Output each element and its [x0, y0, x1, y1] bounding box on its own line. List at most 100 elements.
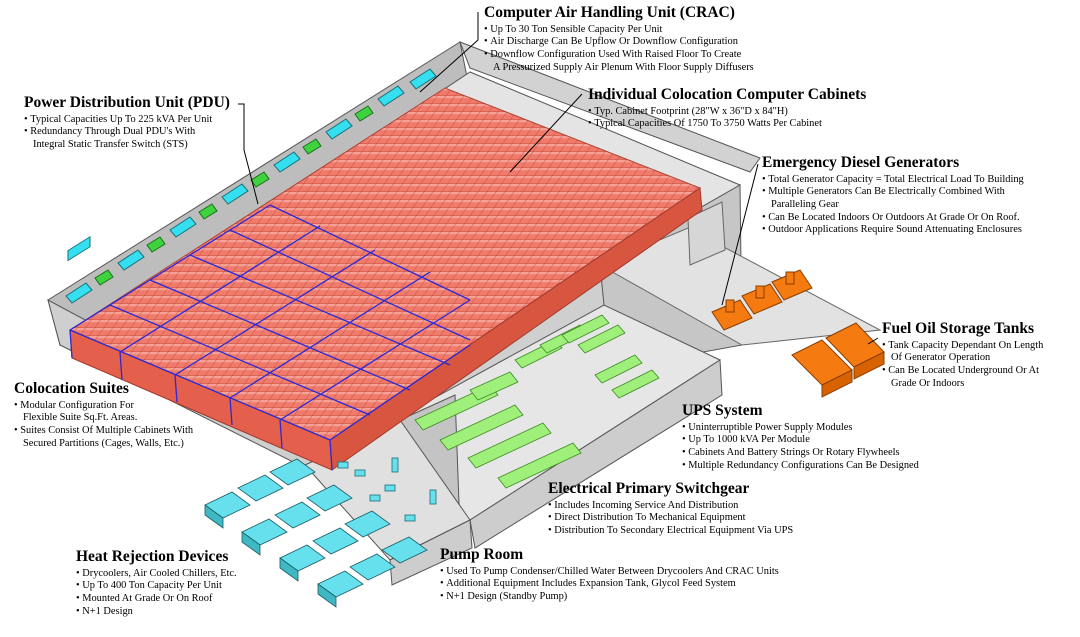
- electrical-room-front-wall: [469, 359, 723, 549]
- drycooler-side: [204, 504, 224, 529]
- pump: [384, 484, 396, 492]
- fuel-bullet-continued: Grade Or Indoors: [891, 377, 965, 389]
- ups-module: [594, 354, 643, 384]
- generators-bullet: Outdoor Applications Require Sound Atten…: [762, 224, 1024, 237]
- cabinets-callout: Individual Colocation Computer Cabinets …: [588, 86, 866, 131]
- suites-title: Colocation Suites: [14, 380, 129, 397]
- pdu-unit: [354, 105, 374, 122]
- ups-callout: UPS System Uninterruptible Power Supply …: [682, 402, 919, 472]
- suites-callout: Colocation Suites Modular Configuration …: [14, 380, 193, 450]
- crac-unit: [169, 216, 197, 238]
- diesel-generators: [711, 269, 813, 331]
- generators-bullet: Can Be Located Indoors Or Outdoors At Gr…: [762, 212, 1024, 225]
- switchgear-callout: Electrical Primary Switchgear Includes I…: [548, 480, 793, 538]
- generator-yard-wall: [687, 201, 726, 266]
- drycooler: [344, 510, 391, 538]
- crac-unit: [409, 68, 437, 90]
- crac-unit: [67, 235, 91, 262]
- ups-battery-string: [467, 422, 552, 469]
- generators-callout: Emergency Diesel Generators Total Genera…: [762, 154, 1024, 237]
- fuel-bullet-continued: Of Generator Operation: [891, 352, 991, 364]
- pdu-bullet: Typical Capacities Up To 225 kVA Per Uni…: [24, 114, 230, 127]
- generators-leader: [721, 163, 759, 306]
- pump-bullet: Used To Pump Condenser/Chilled Water Bet…: [440, 566, 779, 579]
- pump: [354, 469, 366, 477]
- pumps: [337, 457, 437, 522]
- fuel-oil-tanks: [791, 322, 885, 398]
- heat-bullet: N+1 Design: [76, 606, 237, 619]
- pdu-bullet-continued: Integral Static Transfer Switch (STS): [33, 139, 188, 150]
- pump-room-front-wall: [389, 519, 473, 586]
- drycooler: [349, 553, 396, 581]
- switchgear-title: Electrical Primary Switchgear: [548, 480, 750, 497]
- ups-module: [577, 324, 626, 354]
- pump-bullet: N+1 Design (Standby Pump): [440, 591, 779, 604]
- pdu-unit: [302, 138, 322, 155]
- heat-title: Heat Rejection Devices: [76, 548, 229, 565]
- expansion-tank: [391, 457, 399, 473]
- drycooler: [269, 458, 316, 486]
- cabinets-bullet: Typical Capacities Of 1750 To 3750 Watts…: [588, 118, 866, 131]
- colocation-suite-partitions: [69, 204, 471, 471]
- crac-unit: [273, 151, 301, 173]
- generator-stack: [785, 271, 795, 285]
- ups-bullet: Cabinets And Battery Strings Or Rotary F…: [682, 447, 919, 460]
- heat-bullet: Drycoolers, Air Cooled Chillers, Etc.: [76, 568, 236, 581]
- suites-bullet-continued: Secured Partitions (Cages, Walls, Etc.): [23, 437, 184, 449]
- generators-bullet: Total Generator Capacity = Total Electri…: [762, 174, 1023, 187]
- crac-leader: [419, 12, 479, 93]
- generators-bullet-line: Multiple Generators Can Be Electrically …: [768, 186, 1005, 198]
- ups-modules: [414, 314, 660, 489]
- crac-pdu-row: [65, 68, 437, 304]
- crac-title: Computer Air Handling Unit (CRAC): [484, 4, 735, 21]
- fuel-callout: Fuel Oil Storage Tanks Tank Capacity Dep…: [882, 320, 1043, 390]
- pdu-bullet-line: Redundancy Through Dual PDU's With: [30, 126, 196, 138]
- ups-module: [611, 369, 660, 399]
- crac-callout: Computer Air Handling Unit (CRAC) Up To …: [484, 4, 754, 74]
- ups-bullet: Uninterruptible Power Supply Modules: [682, 422, 919, 435]
- suites-bullet: Suites Consist Of Multiple Cabinets With…: [14, 425, 193, 450]
- pump: [404, 514, 416, 522]
- fuel-tank-side: [821, 369, 853, 398]
- pdu-leader: [238, 103, 259, 205]
- fuel-title: Fuel Oil Storage Tanks: [882, 320, 1035, 337]
- generators-title: Emergency Diesel Generators: [762, 154, 960, 171]
- suites-bullet-line: Suites Consist Of Multiple Cabinets With: [20, 425, 194, 436]
- drycooler-side: [279, 557, 299, 582]
- drycooler-side: [241, 531, 261, 556]
- crac-bullet: Air Discharge Can Be Upflow Or Downflow …: [484, 36, 754, 49]
- generator-stack: [755, 285, 765, 299]
- cabinets-bullet: Typ. Cabinet Footprint (28"W x 36"D x 84…: [588, 106, 866, 119]
- drycooler: [381, 536, 428, 564]
- switchgear-bullet: Distribution To Secondary Electrical Equ…: [548, 525, 793, 538]
- ups-bullet: Multiple Redundancy Configurations Can B…: [682, 460, 919, 473]
- cabinets-title: Individual Colocation Computer Cabinets: [588, 86, 867, 103]
- crac-bullet-line: Downflow Configuration Used With Raised …: [490, 49, 742, 60]
- drycooler-side: [317, 583, 337, 608]
- drycooler: [312, 527, 359, 555]
- pdu-unit: [94, 269, 114, 286]
- fuel-bullet-line: Tank Capacity Dependant On Length: [888, 339, 1044, 351]
- ups-battery-string: [469, 371, 519, 401]
- heat-bullet: Up To 400 Ton Capacity Per Unit: [76, 580, 237, 593]
- pump-bullet: Additional Equipment Includes Expansion …: [440, 578, 779, 591]
- ups-module: [561, 314, 610, 344]
- crac-unit: [117, 249, 145, 271]
- pdu-unit: [146, 236, 166, 253]
- ups-bullet: Up To 1000 kVA Per Module: [682, 434, 919, 447]
- pdu-callout: Power Distribution Unit (PDU) Typical Ca…: [24, 94, 230, 152]
- suites-bullet-line: Modular Configuration For: [20, 399, 134, 411]
- pump: [369, 494, 381, 502]
- fuel-bullet-line: Can Be Located Underground Or At: [888, 365, 1039, 376]
- ups-battery-string: [439, 404, 524, 451]
- switchgear-bullet: Includes Incoming Service And Distributi…: [548, 500, 793, 513]
- cabinet-field: [68, 87, 703, 471]
- crac-unit: [325, 118, 353, 140]
- ups-battery-string: [497, 442, 582, 489]
- pdu-title: Power Distribution Unit (PDU): [24, 94, 230, 111]
- cabinets-leader: [509, 93, 583, 173]
- fuel-leader: [867, 337, 879, 345]
